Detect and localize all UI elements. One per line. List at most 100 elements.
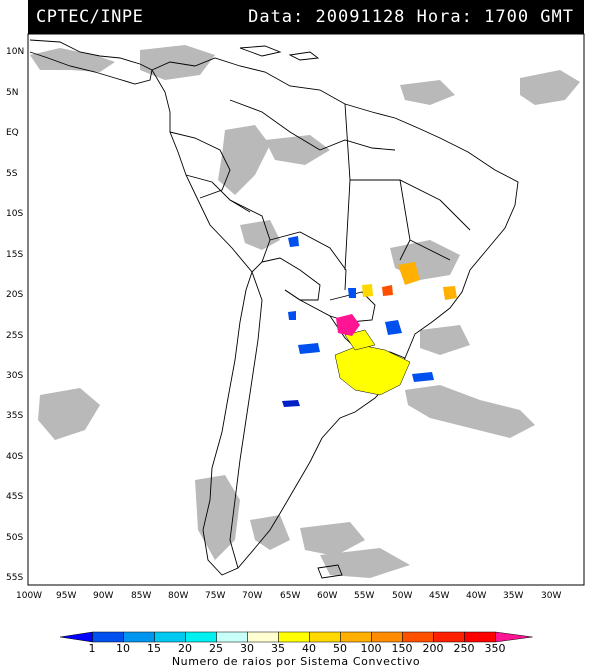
- border-chile: [229, 271, 263, 569]
- cloud-patch: [195, 475, 240, 560]
- colorbar-segment: [371, 631, 403, 643]
- lon-tick-label: 85W: [131, 591, 151, 601]
- lat-tick-label: 20S: [6, 290, 23, 300]
- colorbar-label: 250: [454, 642, 475, 655]
- lat-tick-label: 15S: [6, 250, 23, 260]
- south-america-outline: [151, 57, 519, 576]
- cloud-patch: [265, 135, 330, 165]
- colorbar-label: 20: [178, 642, 192, 655]
- lat-tick-label: 30S: [6, 371, 23, 381]
- source-label: CPTEC/INPE: [36, 7, 144, 27]
- convective-systems: [282, 236, 457, 407]
- lat-tick-label: 45S: [6, 492, 23, 502]
- lon-tick-label: 60W: [317, 591, 337, 601]
- lat-tick-label: EQ: [6, 128, 19, 138]
- border-guianas: [319, 139, 396, 151]
- colorbar-label: 50: [333, 642, 347, 655]
- colorbar-label: 10: [116, 642, 130, 655]
- date-label: Data:: [248, 7, 305, 27]
- cell-blue: [348, 288, 356, 298]
- cloud-cover: [30, 45, 580, 578]
- cell-orange: [443, 286, 457, 300]
- map-frame: [27, 33, 585, 586]
- lat-tick-label: 25S: [6, 331, 23, 341]
- colorbar-segment: [123, 631, 155, 643]
- border-bolivia-brazil: [269, 231, 347, 291]
- cell-pink: [336, 314, 360, 336]
- colorbar: 1 10 15 20 25 30 35 40 50 100 150 200 25…: [59, 631, 533, 668]
- colorbar-label: 15: [147, 642, 161, 655]
- falklands-island: [317, 564, 343, 579]
- cell-orange-dark: [382, 285, 393, 296]
- lat-tick-label: 55S: [6, 573, 23, 583]
- cell-blue: [288, 311, 296, 320]
- colorbar-label: 150: [392, 642, 413, 655]
- colorbar-label: 25: [209, 642, 223, 655]
- datetime-label: Data: 20091128 Hora: 1700 GMT: [248, 7, 574, 27]
- border-colombia: [169, 131, 231, 199]
- lon-tick-label: 90W: [93, 591, 113, 601]
- lon-tick-label: 65W: [280, 591, 300, 601]
- colorbar-label: 30: [240, 642, 254, 655]
- colorbar-label: 1: [89, 642, 96, 655]
- lon-ticks: 100W 95W 90W 85W 80W 75W 70W 65W 60W 55W…: [16, 591, 561, 601]
- cloud-patch: [38, 388, 100, 440]
- caribbean-island: [288, 51, 320, 61]
- colorbar-segment: [185, 631, 217, 643]
- date-value: 20091128: [315, 7, 406, 27]
- lon-tick-label: 100W: [16, 591, 42, 601]
- title-bar: CPTEC/INPE Data: 20091128 Hora: 1700 GMT: [28, 0, 584, 34]
- colorbar-segment: [278, 631, 310, 643]
- colorbar-segment: [154, 631, 186, 643]
- border-venezuela: [229, 99, 321, 151]
- colorbar-segment: [495, 631, 533, 643]
- caribbean-island: [239, 45, 282, 57]
- colorbar-label: 200: [423, 642, 444, 655]
- colorbar-segment: [92, 631, 124, 643]
- cloud-patch: [400, 80, 455, 105]
- colorbar-label: 35: [271, 642, 285, 655]
- colorbar-labels: 1 10 15 20 25 30 35 40 50 100 150 200 25…: [89, 642, 506, 655]
- lat-tick-label: 50S: [6, 533, 23, 543]
- lon-tick-label: 70W: [242, 591, 262, 601]
- lat-tick-label: 5N: [6, 88, 18, 98]
- lat-tick-label: 5S: [6, 169, 18, 179]
- cloud-patch: [240, 220, 280, 250]
- cell-gold: [362, 284, 373, 297]
- cloud-patch: [320, 548, 410, 578]
- cell-blue: [298, 343, 320, 354]
- lon-tick-label: 55W: [354, 591, 374, 601]
- cell-blue: [288, 236, 299, 247]
- cloud-patch: [218, 125, 270, 195]
- cell-blue: [412, 372, 434, 382]
- lon-tick-label: 35W: [503, 591, 523, 601]
- lon-tick-label: 75W: [205, 591, 225, 601]
- cloud-patch: [140, 45, 215, 80]
- lon-tick-label: 80W: [168, 591, 188, 601]
- colorbar-segment: [402, 631, 434, 643]
- lon-tick-label: 95W: [56, 591, 76, 601]
- lat-tick-label: 35S: [6, 411, 23, 421]
- hour-label: Hora:: [416, 7, 473, 27]
- colorbar-segment: [309, 631, 341, 643]
- lat-tick-label: 10N: [6, 47, 24, 57]
- hour-value: 1700 GMT: [484, 7, 574, 27]
- border-ecuador-peru: [185, 174, 251, 213]
- colorbar-segment: [464, 631, 496, 643]
- colorbar-segment: [247, 631, 279, 643]
- colorbar-segments: [59, 631, 533, 643]
- lon-tick-label: 40W: [466, 591, 486, 601]
- cloud-patch: [250, 515, 290, 550]
- cloud-patch: [420, 325, 470, 355]
- cell-blue: [385, 320, 402, 335]
- lat-tick-label: 10S: [6, 209, 23, 219]
- colorbar-label: 100: [361, 642, 382, 655]
- cloud-patch: [30, 48, 115, 72]
- colorbar-title: Numero de raios por Sistema Convectivo: [172, 655, 420, 668]
- lon-tick-label: 45W: [429, 591, 449, 601]
- colorbar-segment: [216, 631, 248, 643]
- cell-blue-dark: [282, 400, 300, 407]
- lat-ticks: 10N 5N EQ 5S 10S 15S 20S 25S 30S 35S 40S…: [6, 47, 24, 583]
- colorbar-segment: [433, 631, 465, 643]
- lat-tick-label: 40S: [6, 452, 23, 462]
